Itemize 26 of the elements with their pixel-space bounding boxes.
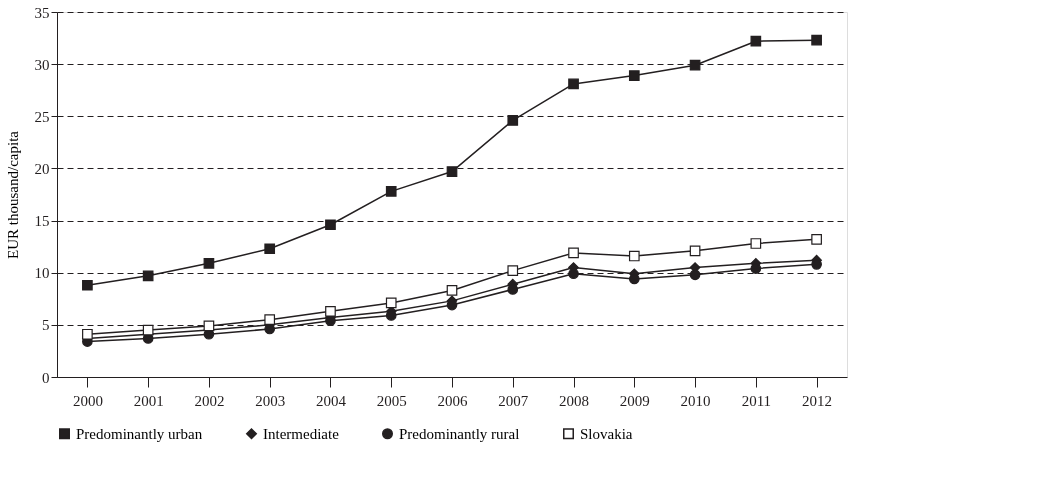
x-tick-label: 2011 <box>741 392 772 409</box>
y-tick-label: 15 <box>34 213 50 230</box>
y-tick-label: 20 <box>34 160 50 177</box>
legend-label: Predominantly rural <box>399 425 520 442</box>
x-tick-label: 2005 <box>376 392 407 409</box>
y-tick-label: 0 <box>42 369 50 386</box>
legend-label: Slovakia <box>580 425 633 442</box>
x-tick-label: 2006 <box>437 392 468 409</box>
legend-label: Intermediate <box>263 425 340 442</box>
x-tick-label: 2001 <box>133 392 164 409</box>
x-tick-label: 2004 <box>315 392 347 409</box>
legend-label: Predominantly urban <box>76 425 203 442</box>
y-tick-label: 5 <box>42 317 50 334</box>
x-tick-label: 2008 <box>559 392 590 409</box>
x-tick-label: 2010 <box>680 392 711 409</box>
x-tick-label: 2009 <box>619 392 650 409</box>
y-tick-label: 30 <box>34 56 50 73</box>
y-tick-label: 35 <box>34 4 50 21</box>
y-tick-label: 25 <box>34 108 50 125</box>
x-tick-label: 2003 <box>255 392 286 409</box>
y-axis-title: EUR thousand/capita <box>4 130 21 259</box>
y-tick-label: 10 <box>34 265 50 282</box>
x-tick-label: 2007 <box>498 392 529 409</box>
x-tick-label: 2012 <box>802 392 833 409</box>
x-tick-label: 2000 <box>72 392 103 409</box>
x-tick-label: 2002 <box>194 392 225 409</box>
